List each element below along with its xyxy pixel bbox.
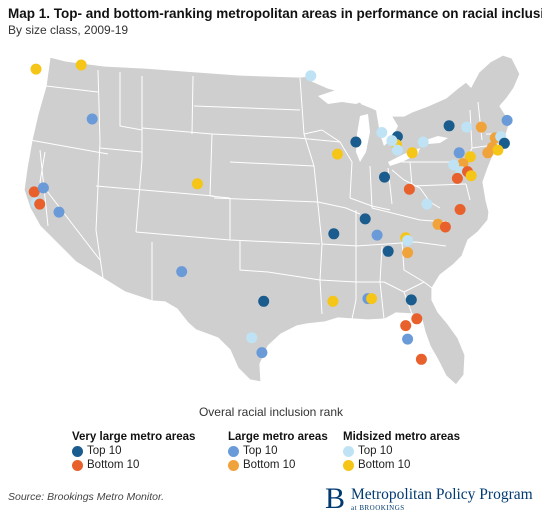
metro-marker-very-large-top — [498, 137, 510, 149]
legend-swatch — [343, 459, 354, 471]
metro-marker-large-top — [453, 147, 465, 159]
legend-label: Top 10 — [358, 445, 393, 457]
metro-marker-very-large-top — [258, 295, 270, 307]
metro-marker-very-large-top — [382, 245, 394, 257]
program-name: Metropolitan Policy Program — [351, 486, 533, 503]
brookings-logo: B Metropolitan Policy Program at BROOKIN… — [325, 484, 533, 514]
lake-michigan — [356, 114, 370, 162]
legend-very-large: Very large metro areas Top 10 Bottom 10 — [72, 431, 195, 471]
metro-marker-very-large-bottom — [454, 204, 466, 215]
legend-label: Bottom 10 — [87, 459, 140, 471]
legend-swatch — [228, 459, 239, 471]
legend-swatch — [72, 459, 83, 471]
legend-swatch — [228, 445, 239, 457]
legend-item: Top 10 — [72, 445, 195, 457]
metro-marker-midsized-bottom — [366, 293, 378, 305]
metro-marker-midsized-bottom — [332, 148, 343, 160]
metro-marker-midsized-top — [461, 121, 473, 133]
metro-marker-midsized-top — [376, 127, 388, 138]
metro-marker-midsized-bottom — [465, 170, 477, 182]
metro-marker-very-large-top — [405, 294, 417, 306]
state-borders — [29, 69, 501, 320]
metro-marker-large-bottom — [482, 147, 494, 159]
metro-marker-large-bottom — [475, 121, 487, 133]
metro-marker-very-large-bottom — [28, 186, 40, 198]
metro-marker-very-large-bottom — [34, 198, 46, 210]
metro-marker-large-top — [256, 347, 268, 359]
metro-marker-midsized-top — [421, 198, 433, 210]
metro-marker-midsized-top — [305, 70, 317, 82]
metro-marker-large-top — [86, 113, 98, 125]
legend-swatch — [72, 445, 83, 457]
lake-ontario — [426, 136, 448, 144]
metro-marker-midsized-bottom — [191, 178, 203, 190]
metro-marker-midsized-top — [402, 235, 414, 246]
source-note: Source: Brookings Metro Monitor. — [8, 491, 165, 503]
metro-marker-midsized-bottom — [75, 59, 87, 71]
legend-label: Bottom 10 — [358, 459, 411, 471]
metro-marker-large-bottom — [402, 247, 414, 259]
metro-marker-very-large-bottom — [400, 320, 412, 332]
metro-marker-midsized-bottom — [30, 63, 42, 75]
legend-group-title: Very large metro areas — [72, 431, 196, 443]
metro-marker-very-large-bottom — [415, 353, 427, 365]
metro-marker-large-top — [402, 333, 414, 345]
legend-midsized: Midsized metro areas Top 10 Bottom 10 — [343, 431, 460, 471]
metro-marker-midsized-top — [386, 135, 398, 147]
metro-marker-midsized-top — [391, 144, 403, 156]
legend-item: Bottom 10 — [228, 459, 328, 471]
metro-marker-midsized-bottom — [327, 295, 339, 307]
legend-large: Large metro areas Top 10 Bottom 10 — [228, 431, 328, 471]
metro-marker-large-top — [371, 229, 383, 241]
metro-marker-very-large-bottom — [451, 172, 463, 184]
metro-markers — [28, 59, 513, 365]
us-map — [23, 54, 521, 386]
legend-label: Top 10 — [87, 445, 122, 457]
map-title: Map 1. Top- and bottom-ranking metropoli… — [8, 6, 542, 21]
map-subtitle: By size class, 2009-19 — [8, 23, 129, 37]
legend-group-title: Midsized metro areas — [343, 431, 460, 443]
metro-marker-very-large-top — [328, 228, 340, 240]
legend-item: Top 10 — [228, 445, 328, 457]
legend-label: Top 10 — [243, 445, 278, 457]
metro-marker-midsized-bottom — [464, 151, 476, 163]
brookings-b-logo: B — [325, 482, 346, 515]
metro-marker-midsized-top — [246, 332, 258, 344]
metro-marker-midsized-top — [417, 136, 429, 148]
metro-marker-very-large-top — [379, 171, 390, 183]
us-land — [23, 54, 521, 386]
program-sub: at BROOKINGS — [351, 504, 405, 512]
legend-swatch — [343, 445, 354, 457]
legend-item: Top 10 — [343, 445, 460, 457]
metro-marker-very-large-top — [443, 120, 455, 132]
metro-marker-very-large-bottom — [403, 183, 415, 195]
metro-marker-very-large-bottom — [439, 221, 451, 233]
metro-marker-large-top — [176, 266, 188, 278]
metro-marker-midsized-bottom — [406, 147, 418, 159]
metro-marker-very-large-top — [359, 213, 371, 225]
metro-marker-very-large-top — [350, 136, 362, 148]
legend-group-title: Large metro areas — [228, 431, 328, 443]
metro-marker-large-top — [37, 182, 49, 194]
legend-item: Bottom 10 — [343, 459, 460, 471]
metro-marker-very-large-bottom — [411, 313, 423, 325]
metro-marker-midsized-bottom — [492, 144, 504, 156]
metro-marker-large-top — [53, 206, 65, 218]
legend-label: Bottom 10 — [243, 459, 296, 471]
legend-caption: Overal racial inclusion rank — [198, 405, 344, 419]
legend-item: Bottom 10 — [72, 459, 195, 471]
lake-superior — [318, 90, 366, 104]
metro-marker-midsized-top — [448, 159, 460, 171]
metro-marker-large-top — [501, 114, 513, 126]
